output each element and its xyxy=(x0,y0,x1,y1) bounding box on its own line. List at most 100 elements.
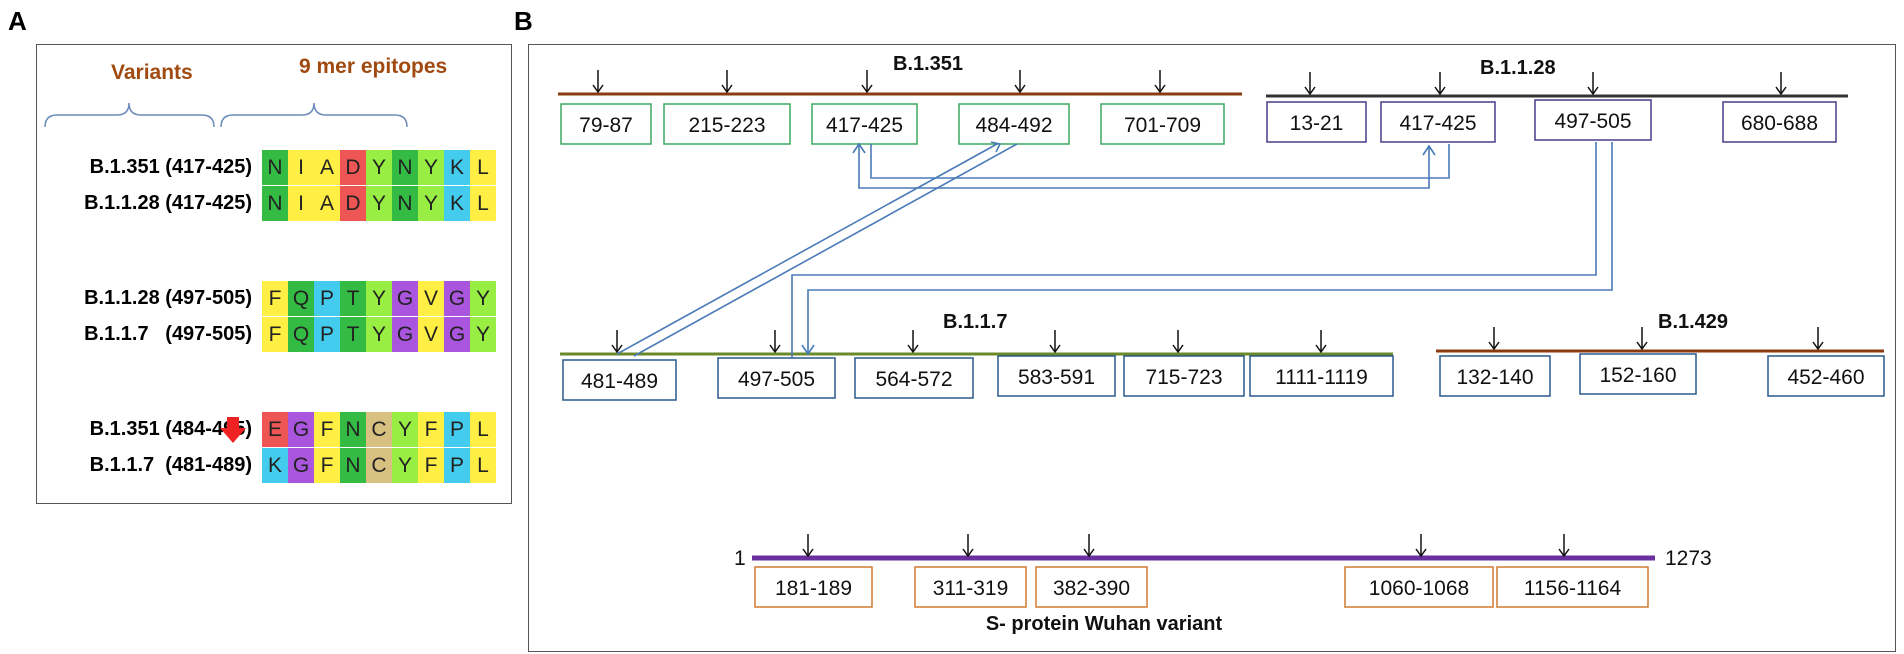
epitope-range: 1111-1119 xyxy=(1275,366,1368,389)
epitope-range: 701-709 xyxy=(1124,114,1201,137)
epitope-range: 564-572 xyxy=(875,368,952,391)
residue: L xyxy=(470,186,496,221)
panel-b-epitope-map xyxy=(528,44,1896,652)
residue: L xyxy=(470,412,496,447)
tick-arrow-head xyxy=(769,344,781,354)
epitope-box xyxy=(1344,566,1494,608)
epitope-range: 680-688 xyxy=(1741,112,1818,135)
epitope-box xyxy=(1100,103,1225,145)
residue: E xyxy=(262,412,288,447)
variant-name: B.1.1.28 xyxy=(1480,57,1556,79)
residue: G xyxy=(444,317,470,352)
epitope-box xyxy=(811,103,918,145)
residue: Y xyxy=(392,412,418,447)
residue: Y xyxy=(366,150,392,185)
tick-arrow-head xyxy=(1172,344,1184,354)
alignment-label: B.1.1.28 (417-425) xyxy=(84,192,252,214)
connector-arrowhead xyxy=(801,344,815,356)
residue: A xyxy=(314,150,340,185)
tick-arrow-head xyxy=(962,548,974,558)
tick-arrow-head xyxy=(1488,341,1500,351)
tick-arrow-head xyxy=(861,84,873,94)
residue: F xyxy=(314,412,340,447)
residue: V xyxy=(418,317,444,352)
alignment-row: B.1.1.28 (497-505) F Q P T Y G V G Y xyxy=(37,281,496,316)
residue: Y xyxy=(470,281,496,316)
residue: P xyxy=(314,281,340,316)
alignment-row: B.1.351 (484-495) E G F N C Y F P L xyxy=(37,412,496,447)
sequence-start: 1 xyxy=(734,547,746,570)
residue: Y xyxy=(418,186,444,221)
residue: A xyxy=(314,186,340,221)
epitope-range: 152-160 xyxy=(1599,364,1676,387)
epitope-range: 1060-1068 xyxy=(1369,577,1469,600)
epitope-box xyxy=(717,357,836,399)
residue: Q xyxy=(288,317,314,352)
tick-arrow-head xyxy=(1415,548,1427,558)
epitope-range: 715-723 xyxy=(1145,366,1222,389)
tick-arrow-head xyxy=(1775,86,1787,96)
header-braces xyxy=(44,102,408,128)
epitope-box xyxy=(1266,101,1367,143)
residue: G xyxy=(444,281,470,316)
panel-a-alignment: Variants 9 mer epitopes B.1.351 (417-425… xyxy=(36,44,512,504)
epitope-range: 132-140 xyxy=(1456,366,1533,389)
residue: G xyxy=(288,412,314,447)
variants-header: Variants xyxy=(111,61,193,84)
tick-arrow-head xyxy=(1154,84,1166,94)
residue: N xyxy=(392,150,418,185)
residue: Y xyxy=(366,317,392,352)
epitope-range: 583-591 xyxy=(1018,366,1095,389)
residue: F xyxy=(262,317,288,352)
epitope-box xyxy=(1123,355,1245,397)
alignment-label: B.1.1.7 (497-505) xyxy=(84,323,252,345)
residue: C xyxy=(366,448,392,483)
residue: P xyxy=(314,317,340,352)
tick-arrow-head xyxy=(1812,341,1824,351)
residue: K xyxy=(262,448,288,483)
residue: F xyxy=(314,448,340,483)
residue: D xyxy=(340,186,366,221)
residue: Q xyxy=(288,281,314,316)
tick-arrow-head xyxy=(1304,86,1316,96)
variant-name: B.1.1.7 xyxy=(943,311,1007,333)
residue: N xyxy=(340,412,366,447)
epitope-range: 417-425 xyxy=(1399,112,1476,135)
epitope-box xyxy=(754,566,873,608)
epitope-range: 79-87 xyxy=(579,114,633,137)
connector-arrowhead xyxy=(852,142,866,154)
residue: N xyxy=(262,150,288,185)
connector-line xyxy=(616,143,998,355)
variant-name: S- protein Wuhan variant xyxy=(986,613,1223,635)
epitope-range: 497-505 xyxy=(1554,110,1631,133)
alignment-label: B.1.1.28 (497-505) xyxy=(84,287,252,309)
residue: Y xyxy=(470,317,496,352)
alignment-label: B.1.351 (417-425) xyxy=(89,156,252,178)
residue: G xyxy=(392,317,418,352)
tick-arrow-head xyxy=(802,548,814,558)
residue: Y xyxy=(366,186,392,221)
epitope-box xyxy=(1579,353,1697,395)
residue: V xyxy=(418,281,444,316)
connector-line xyxy=(807,142,1613,354)
tick-arrow-head xyxy=(1636,341,1648,351)
variant-name: B.1.429 xyxy=(1658,311,1728,333)
epitope-range: 497-505 xyxy=(738,368,815,391)
residue: C xyxy=(366,412,392,447)
epitope-box xyxy=(854,357,974,399)
mutation-arrow xyxy=(220,417,246,443)
residue: D xyxy=(340,150,366,185)
residue: F xyxy=(418,412,444,447)
residue: K xyxy=(444,150,470,185)
residue: N xyxy=(262,186,288,221)
residue: F xyxy=(418,448,444,483)
epitopes-header: 9 mer epitopes xyxy=(299,55,448,78)
epitope-box xyxy=(562,359,677,401)
residue: T xyxy=(340,281,366,316)
residue: F xyxy=(262,281,288,316)
tick-arrow-head xyxy=(1083,548,1095,558)
tick-arrow-head xyxy=(1315,344,1327,354)
